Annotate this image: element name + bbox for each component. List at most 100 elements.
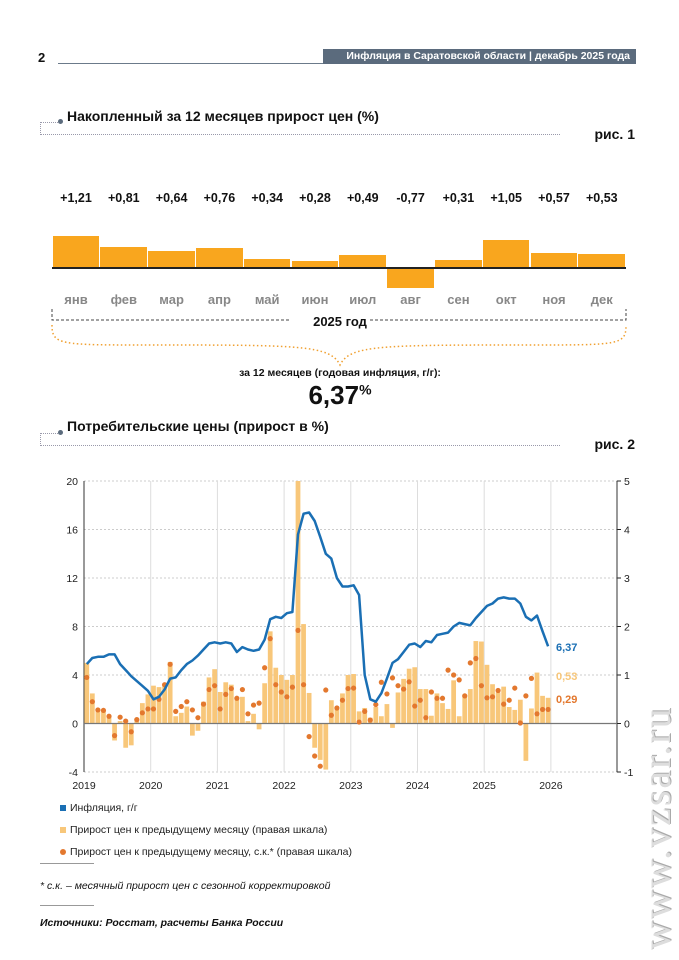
bar-mom	[89, 693, 95, 724]
bar-mom	[106, 716, 112, 724]
dot-sa	[100, 707, 107, 714]
y-tick-left: -4	[69, 767, 78, 779]
dot-sa	[356, 719, 362, 725]
dot-sa	[84, 674, 90, 681]
x-tick: 2019	[72, 780, 96, 792]
bar-mom	[95, 708, 101, 724]
legend-sa: Прирост цен к предыдущему месяцу, с.к.* …	[60, 846, 352, 858]
header-title: Инфляция в Саратовской области | декабрь…	[323, 49, 636, 64]
dot-sa	[312, 753, 318, 759]
bar-mom	[429, 715, 434, 724]
dot-sa	[117, 714, 123, 720]
dot-sa	[206, 686, 212, 693]
bullet-icon	[58, 430, 63, 435]
dot-sa	[95, 707, 101, 713]
dot-sa	[173, 708, 179, 714]
legend-square-icon	[60, 827, 66, 834]
x-tick: 2022	[272, 780, 296, 792]
bar-mom	[462, 695, 468, 724]
dot-sa	[478, 683, 485, 689]
dot-sa	[273, 682, 279, 688]
dot-sa	[295, 627, 301, 633]
bar-mom	[529, 708, 534, 724]
value-label: +0,28	[299, 191, 331, 205]
legend-text: Инфляция, г/г	[70, 802, 138, 814]
bar-mom	[534, 672, 540, 724]
dot-sa	[200, 701, 207, 707]
bar-mom	[162, 684, 167, 724]
divider	[40, 905, 94, 906]
y-tick-right: 4	[624, 525, 630, 537]
dot-sa	[284, 694, 290, 700]
legend-text: Прирост цен к предыдущему месяцу (правая…	[70, 824, 328, 836]
bar-mom	[473, 641, 479, 724]
bar-mom	[156, 687, 162, 724]
legend-square-icon	[60, 805, 66, 812]
legend-mom: Прирост цен к предыдущему месяцу (правая…	[60, 824, 327, 836]
dot-sa	[517, 720, 523, 726]
bar-mom	[117, 721, 123, 724]
x-tick: 2020	[139, 780, 163, 792]
dot-sa	[462, 693, 468, 699]
fig2-frame-top	[40, 433, 60, 434]
bar-mom	[495, 692, 501, 724]
dot-sa	[289, 684, 296, 690]
dot-sa	[145, 706, 151, 712]
bar-mom	[417, 689, 423, 724]
bar-mom	[101, 711, 106, 724]
bar-mom	[173, 716, 179, 724]
value-label: +0,53	[585, 191, 618, 205]
x-tick: 2026	[539, 780, 563, 792]
dot-sa	[406, 679, 412, 685]
footnote: * с.к. – месячный прирост цен с сезонной…	[40, 880, 331, 892]
bar-mom	[301, 624, 306, 724]
dot-sa	[195, 715, 201, 721]
bar-mom	[312, 723, 318, 748]
dot-sa	[512, 685, 518, 691]
bar-8	[434, 259, 482, 268]
y-tick-right: 1	[624, 670, 630, 682]
year-label: 2025 год	[313, 314, 367, 329]
page-number: 2	[38, 50, 46, 65]
bar-mom	[434, 693, 440, 724]
bar-mom	[112, 723, 117, 741]
dot-sa	[167, 661, 173, 667]
y-tick-left: 16	[66, 525, 78, 537]
bar-mom	[423, 689, 429, 724]
bar-mom	[184, 706, 190, 724]
dot-sa	[412, 703, 418, 709]
month-label: сен	[447, 292, 470, 307]
y-tick-left: 20	[66, 476, 78, 488]
annual-caption: за 12 месяцев (годовая инфляция, г/г):	[239, 367, 441, 379]
y-tick-left: 12	[66, 573, 78, 585]
end-label-inflation: 6,37	[556, 642, 578, 654]
bar-mom	[340, 693, 345, 724]
bar-mom	[212, 669, 217, 724]
dot-sa	[184, 699, 190, 705]
bar-mom	[517, 699, 523, 724]
bar-mom	[445, 708, 451, 724]
dot-sa	[484, 695, 490, 701]
fig1-chart: +1,21 янв +0,81 фев +0,64 мар +0,76 апр +0,34 май…	[0, 0, 679, 420]
bar-mom	[195, 723, 201, 731]
fig1-frame-top	[40, 122, 60, 123]
value-label: +0,49	[346, 191, 379, 205]
bar-mom	[356, 711, 362, 724]
bar-mom	[178, 712, 184, 724]
bar-mom	[373, 707, 379, 724]
end-label-mom: 0,53	[556, 671, 578, 683]
bar-mom	[284, 679, 290, 724]
watermark: www.vzsar.ru	[634, 706, 679, 950]
bar-0	[52, 235, 100, 268]
month-label: окт	[495, 292, 517, 307]
bar-mom	[328, 700, 334, 724]
bar-mom	[440, 703, 445, 724]
bar-mom	[273, 667, 279, 724]
dot-sa	[417, 697, 423, 703]
dot-sa	[506, 697, 512, 703]
dot-sa	[128, 729, 134, 735]
dot-sa	[134, 717, 140, 723]
dot-sa	[456, 677, 462, 683]
bar-mom	[251, 713, 256, 724]
dot-sa	[234, 695, 240, 701]
